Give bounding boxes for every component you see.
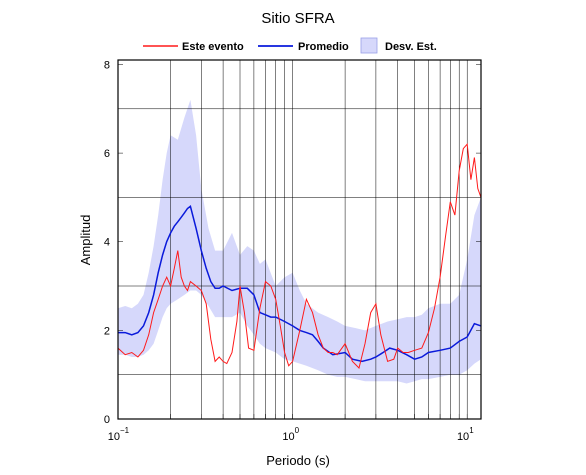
x-axis: 10 −1 10 0 10 1 bbox=[108, 426, 474, 443]
x-tick-label: 10 −1 bbox=[108, 426, 130, 443]
legend-label-este-evento: Este evento bbox=[182, 41, 244, 53]
y-tick-label: 8 bbox=[104, 59, 110, 71]
x-tick-label: 10 1 bbox=[457, 426, 474, 443]
y-tick-label: 2 bbox=[104, 325, 110, 337]
x-tick-exponent: 1 bbox=[469, 426, 474, 435]
x-tick-exponent: −1 bbox=[120, 426, 130, 435]
series-line-este-evento bbox=[117, 143, 482, 369]
x-tick-exponent: 0 bbox=[295, 426, 300, 435]
x-tick-base: 10 bbox=[282, 431, 294, 443]
y-tick-label: 6 bbox=[104, 148, 110, 160]
legend-swatch-desv-est bbox=[360, 37, 378, 54]
x-tick-base: 10 bbox=[108, 431, 120, 443]
x-tick-base: 10 bbox=[457, 431, 469, 443]
x-tick-label: 10 0 bbox=[282, 426, 299, 443]
y-axis: 0 2 4 6 8 bbox=[104, 59, 110, 426]
chart-title: Sitio SFRA bbox=[261, 10, 334, 27]
legend: Este evento Promedio Desv. Est. bbox=[143, 37, 437, 54]
y-axis-title: Amplitud bbox=[78, 215, 93, 266]
std-band bbox=[118, 99, 481, 384]
y-tick-label: 4 bbox=[104, 237, 110, 249]
legend-label-promedio: Promedio bbox=[298, 41, 349, 53]
plot-frame bbox=[117, 59, 482, 420]
x-axis-title: Periodo (s) bbox=[266, 453, 330, 468]
legend-label-desv-est: Desv. Est. bbox=[385, 41, 437, 53]
plot-area bbox=[117, 59, 482, 420]
series-line-promedio bbox=[118, 205, 482, 363]
y-tick-label: 0 bbox=[104, 414, 110, 426]
